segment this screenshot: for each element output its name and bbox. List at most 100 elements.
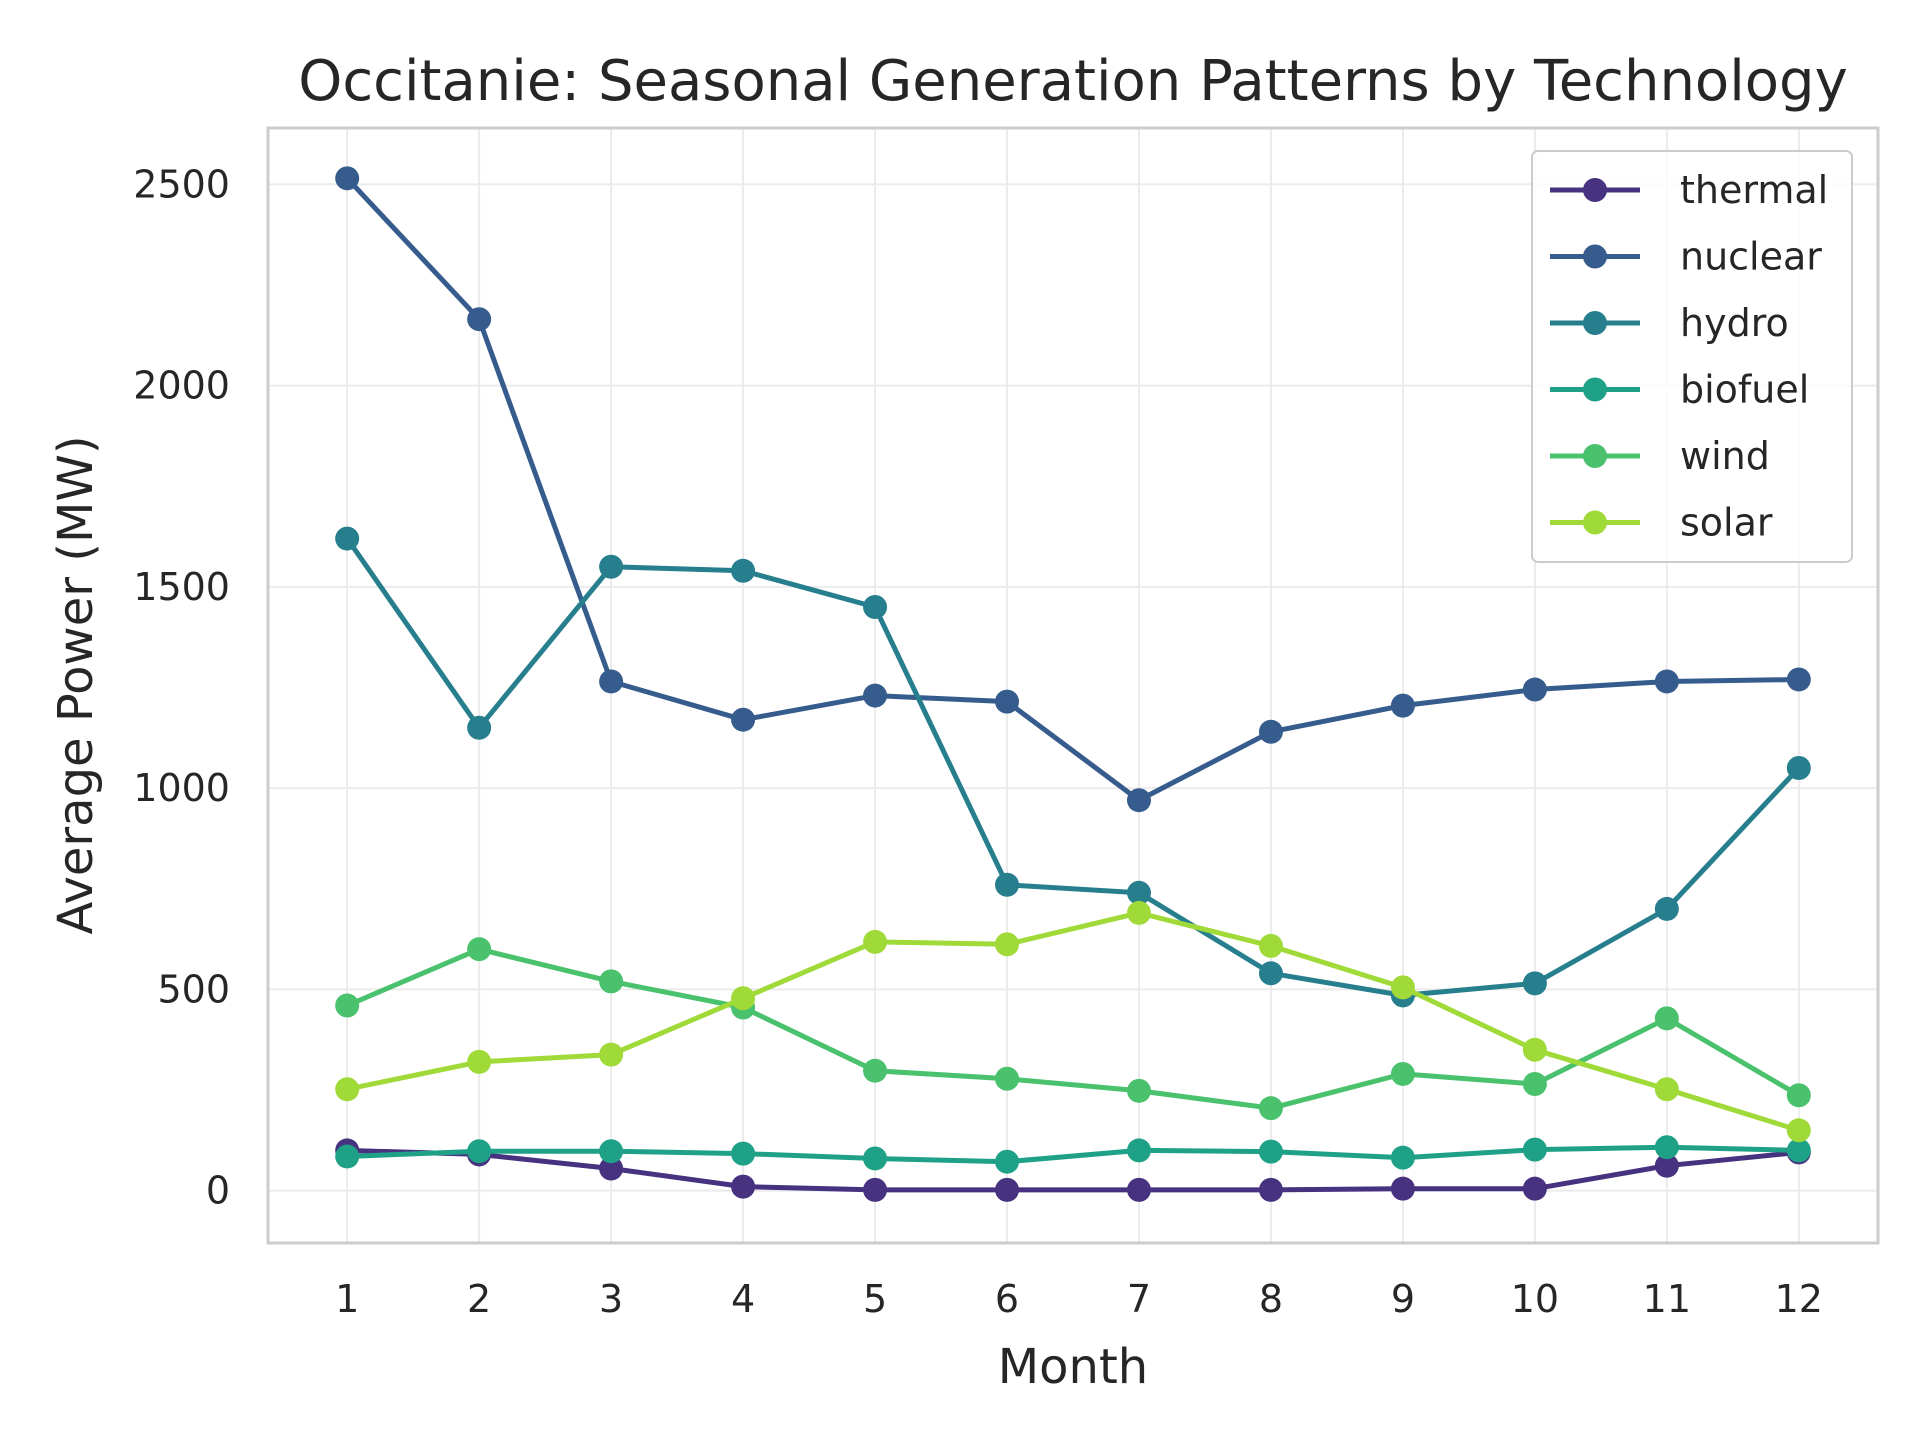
data-point-biofuel: [1126, 1138, 1151, 1163]
data-point-solar: [1390, 975, 1415, 1000]
data-point-solar: [1126, 900, 1151, 925]
x-tick-label: 6: [995, 1277, 1019, 1321]
data-point-biofuel: [599, 1139, 624, 1164]
data-point-hydro: [1258, 961, 1283, 986]
data-point-wind: [467, 937, 492, 962]
legend-item-nuclear: nuclear: [1550, 235, 1822, 279]
data-point-hydro: [863, 595, 888, 620]
legend-swatch-marker: [1583, 377, 1607, 402]
data-point-solar: [1258, 933, 1283, 958]
data-point-hydro: [1786, 756, 1811, 781]
data-point-nuclear: [467, 307, 492, 332]
data-point-nuclear: [335, 166, 360, 191]
data-point-wind: [1258, 1096, 1283, 1121]
data-point-solar: [1522, 1037, 1547, 1062]
data-point-solar: [599, 1042, 624, 1067]
x-tick-label: 9: [1391, 1277, 1415, 1321]
data-point-solar: [731, 986, 756, 1011]
data-point-wind: [1654, 1006, 1679, 1031]
y-tick-label: 0: [206, 1169, 230, 1213]
x-tick-label: 11: [1643, 1277, 1691, 1321]
data-point-thermal: [599, 1156, 624, 1181]
y-tick-label: 2500: [133, 162, 230, 206]
legend-item-thermal: thermal: [1550, 168, 1828, 212]
legend-swatch-marker: [1583, 178, 1607, 202]
data-point-hydro: [1126, 880, 1151, 905]
data-point-wind: [1390, 1061, 1415, 1086]
data-point-thermal: [1126, 1177, 1151, 1202]
data-point-thermal: [1522, 1176, 1547, 1201]
data-point-hydro: [467, 715, 492, 740]
data-point-solar: [1786, 1118, 1811, 1143]
series-wind: [335, 937, 1811, 1121]
data-point-nuclear: [599, 669, 624, 694]
data-point-biofuel: [1390, 1145, 1415, 1170]
data-point-thermal: [863, 1177, 888, 1202]
data-point-thermal: [1390, 1176, 1415, 1201]
series-line-wind: [344, 946, 1802, 1111]
legend: thermal nuclear hydro biofuel wind solar: [1531, 150, 1853, 563]
data-point-hydro: [731, 558, 756, 583]
data-point-wind: [1522, 1072, 1547, 1097]
legend-item-solar: solar: [1550, 501, 1773, 545]
data-point-biofuel: [1786, 1138, 1811, 1163]
data-point-biofuel: [335, 1144, 360, 1169]
x-tick-label: 1: [335, 1277, 359, 1321]
data-point-biofuel: [995, 1149, 1020, 1174]
data-point-wind: [995, 1066, 1020, 1091]
series-solar: [335, 900, 1811, 1143]
plot-frame: [266, 126, 1880, 1245]
x-tick-label: 7: [1127, 1277, 1151, 1321]
data-point-solar: [335, 1077, 360, 1102]
series-nuclear: [335, 166, 1811, 813]
data-point-hydro: [1522, 971, 1547, 996]
series-line-nuclear: [344, 175, 1802, 803]
series-group: [335, 166, 1811, 1202]
legend-swatch-marker: [1583, 444, 1607, 468]
series-line-biofuel: [344, 1144, 1802, 1165]
y-axis-ticks: 0 500 1000 1500 2000 2500: [133, 162, 230, 1212]
series-line-thermal: [344, 1147, 1802, 1193]
data-point-solar: [467, 1049, 492, 1074]
legend-box: [1531, 150, 1853, 563]
data-point-nuclear: [1786, 667, 1811, 692]
x-axis-ticks: 1 2 3 4 5 6 7 8 9 10 11 12: [335, 1277, 1823, 1321]
legend-label: thermal: [1680, 168, 1828, 212]
data-point-biofuel: [467, 1139, 492, 1164]
x-tick-label: 4: [731, 1277, 755, 1321]
legend-label: wind: [1680, 434, 1770, 478]
data-point-biofuel: [1258, 1139, 1283, 1164]
data-point-wind: [335, 993, 360, 1018]
data-point-nuclear: [1258, 719, 1283, 744]
data-point-wind: [863, 1058, 888, 1083]
y-axis-label: Average Power (MW): [48, 435, 104, 934]
data-point-nuclear: [1522, 677, 1547, 702]
data-point-nuclear: [1126, 788, 1151, 813]
x-tick-label: 10: [1511, 1277, 1559, 1321]
legend-label: nuclear: [1680, 235, 1822, 279]
data-point-thermal: [1654, 1153, 1679, 1178]
y-tick-label: 500: [157, 967, 230, 1011]
data-point-nuclear: [1654, 669, 1679, 694]
data-point-solar: [863, 929, 888, 954]
data-point-thermal: [995, 1177, 1020, 1202]
data-point-hydro: [599, 554, 624, 579]
data-point-biofuel: [731, 1141, 756, 1166]
data-point-solar: [995, 932, 1020, 957]
data-point-thermal: [731, 1174, 756, 1199]
data-point-biofuel: [1654, 1135, 1679, 1160]
data-point-nuclear: [995, 689, 1020, 714]
x-tick-label: 12: [1775, 1277, 1823, 1321]
data-point-solar: [1654, 1077, 1679, 1102]
legend-item-hydro: hydro: [1550, 301, 1789, 345]
legend-items: thermal nuclear hydro biofuel wind solar: [1550, 168, 1828, 545]
data-point-nuclear: [731, 707, 756, 732]
legend-label: hydro: [1680, 301, 1789, 345]
legend-item-biofuel: biofuel: [1550, 368, 1809, 412]
data-point-hydro: [1654, 896, 1679, 921]
x-tick-label: 2: [467, 1277, 491, 1321]
data-point-hydro: [995, 872, 1020, 897]
y-tick-label: 1500: [133, 565, 230, 609]
data-point-wind: [1126, 1078, 1151, 1103]
series-biofuel: [335, 1135, 1811, 1174]
